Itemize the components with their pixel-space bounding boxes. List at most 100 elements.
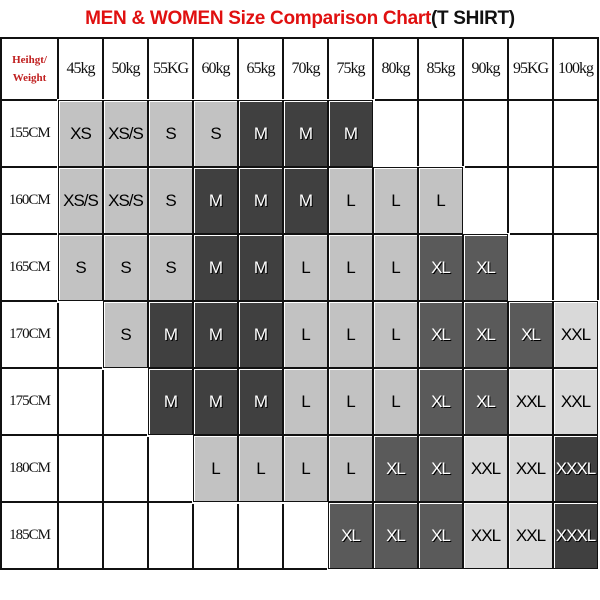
row-header-label: 160CM [8, 192, 51, 208]
size-cell: XL [371, 500, 420, 571]
size-cell: XXXL [551, 433, 600, 504]
column-header-label: 50kg [111, 59, 141, 77]
size-cell: L [326, 232, 375, 303]
size-cell: XL [416, 232, 465, 303]
table-row: 160CM XS/S XS/S S M M M L L L [0, 165, 599, 236]
size-cell [507, 99, 554, 168]
size-label: M [208, 391, 223, 411]
size-label: L [301, 458, 311, 478]
size-cell: XS/S [101, 98, 150, 169]
size-cell [462, 166, 509, 235]
table-row: 155CM XS XS/S S S M M M [0, 98, 599, 169]
column-header: 50kg [102, 37, 149, 101]
row-header: 175CM [0, 367, 59, 436]
size-label: M [253, 391, 268, 411]
size-label: XXL [515, 525, 546, 545]
size-cell [282, 501, 329, 570]
size-label: M [163, 324, 178, 344]
size-cell [102, 434, 149, 503]
size-cell: L [281, 232, 330, 303]
size-cell: L [371, 299, 420, 370]
size-label: XS/S [63, 190, 99, 210]
column-header: 65kg [237, 37, 284, 101]
size-label: XL [431, 257, 451, 277]
size-cell: XL [416, 433, 465, 504]
size-label: L [391, 391, 401, 411]
column-header-label: 70kg [291, 59, 321, 77]
size-cell [552, 233, 599, 302]
size-cell: XL [326, 500, 375, 571]
row-header: 160CM [0, 166, 59, 235]
size-label: XXXL [555, 525, 596, 545]
size-label: L [436, 190, 446, 210]
size-cell [507, 166, 554, 235]
size-label: L [301, 324, 311, 344]
size-cell: XXL [506, 433, 555, 504]
size-label: L [391, 190, 401, 210]
size-label: M [298, 123, 313, 143]
size-label: XXL [470, 458, 501, 478]
size-cell: M [281, 165, 330, 236]
size-cell: S [146, 165, 195, 236]
size-cell: S [146, 98, 195, 169]
size-cell [147, 501, 194, 570]
row-header: 155CM [0, 99, 59, 168]
size-cell: M [236, 232, 285, 303]
column-header: 80kg [372, 37, 419, 101]
size-cell: M [236, 98, 285, 169]
size-label: M [253, 257, 268, 277]
size-label: XL [386, 525, 406, 545]
row-header-label: 170CM [9, 326, 51, 342]
size-cell [102, 367, 149, 436]
size-cell [237, 501, 284, 570]
size-cell: XS/S [101, 165, 150, 236]
size-cell: L [281, 299, 330, 370]
size-label: XS [70, 123, 92, 143]
size-label: XL [341, 525, 361, 545]
size-cell: XL [461, 366, 510, 437]
size-cell [57, 300, 104, 369]
row-header: 165CM [0, 233, 59, 302]
size-label: S [120, 257, 131, 277]
size-cell: XL [416, 500, 465, 571]
size-label: XL [476, 391, 496, 411]
size-cell: L [191, 433, 240, 504]
size-label: S [165, 190, 176, 210]
chart-title-suffix: (T SHIRT) [431, 8, 515, 29]
corner-label: Heihgt/Weight [0, 37, 59, 101]
column-header-label: 75kg [336, 59, 366, 77]
column-header-label: 80kg [381, 60, 411, 77]
size-cell: XXL [551, 366, 600, 437]
size-cell: L [326, 433, 375, 504]
size-cell: M [236, 299, 285, 370]
size-cell: M [191, 299, 240, 370]
size-cell: XXL [461, 433, 510, 504]
size-label: XXL [515, 458, 546, 478]
size-cell: XXL [506, 366, 555, 437]
size-label: M [253, 190, 268, 210]
size-cell [57, 434, 104, 503]
size-cell [552, 166, 599, 235]
size-cell: S [191, 98, 240, 169]
size-cell [507, 233, 554, 302]
size-cell: XL [461, 232, 510, 303]
size-cell: XXL [551, 299, 600, 370]
column-header: 85kg [417, 37, 464, 101]
column-header-label: 60kg [201, 59, 231, 77]
size-cell: S [146, 232, 195, 303]
size-cell: L [326, 299, 375, 370]
table-row: 170CM S M M M L L L XL XL XL XXL [0, 299, 600, 370]
size-cell: XXL [461, 500, 510, 571]
size-label: M [343, 123, 358, 143]
size-cell: XS/S [56, 165, 105, 236]
size-cell: XL [461, 299, 510, 370]
size-label: L [346, 391, 356, 411]
size-cell: L [281, 433, 330, 504]
size-cell: M [191, 232, 240, 303]
size-cell: M [326, 98, 375, 169]
size-label: M [298, 190, 313, 210]
size-label: L [346, 324, 356, 344]
column-header-label: 85kg [426, 60, 456, 77]
table-row: 165CM S S S M M L L L XL XL [0, 232, 599, 303]
size-label: XL [431, 324, 451, 344]
